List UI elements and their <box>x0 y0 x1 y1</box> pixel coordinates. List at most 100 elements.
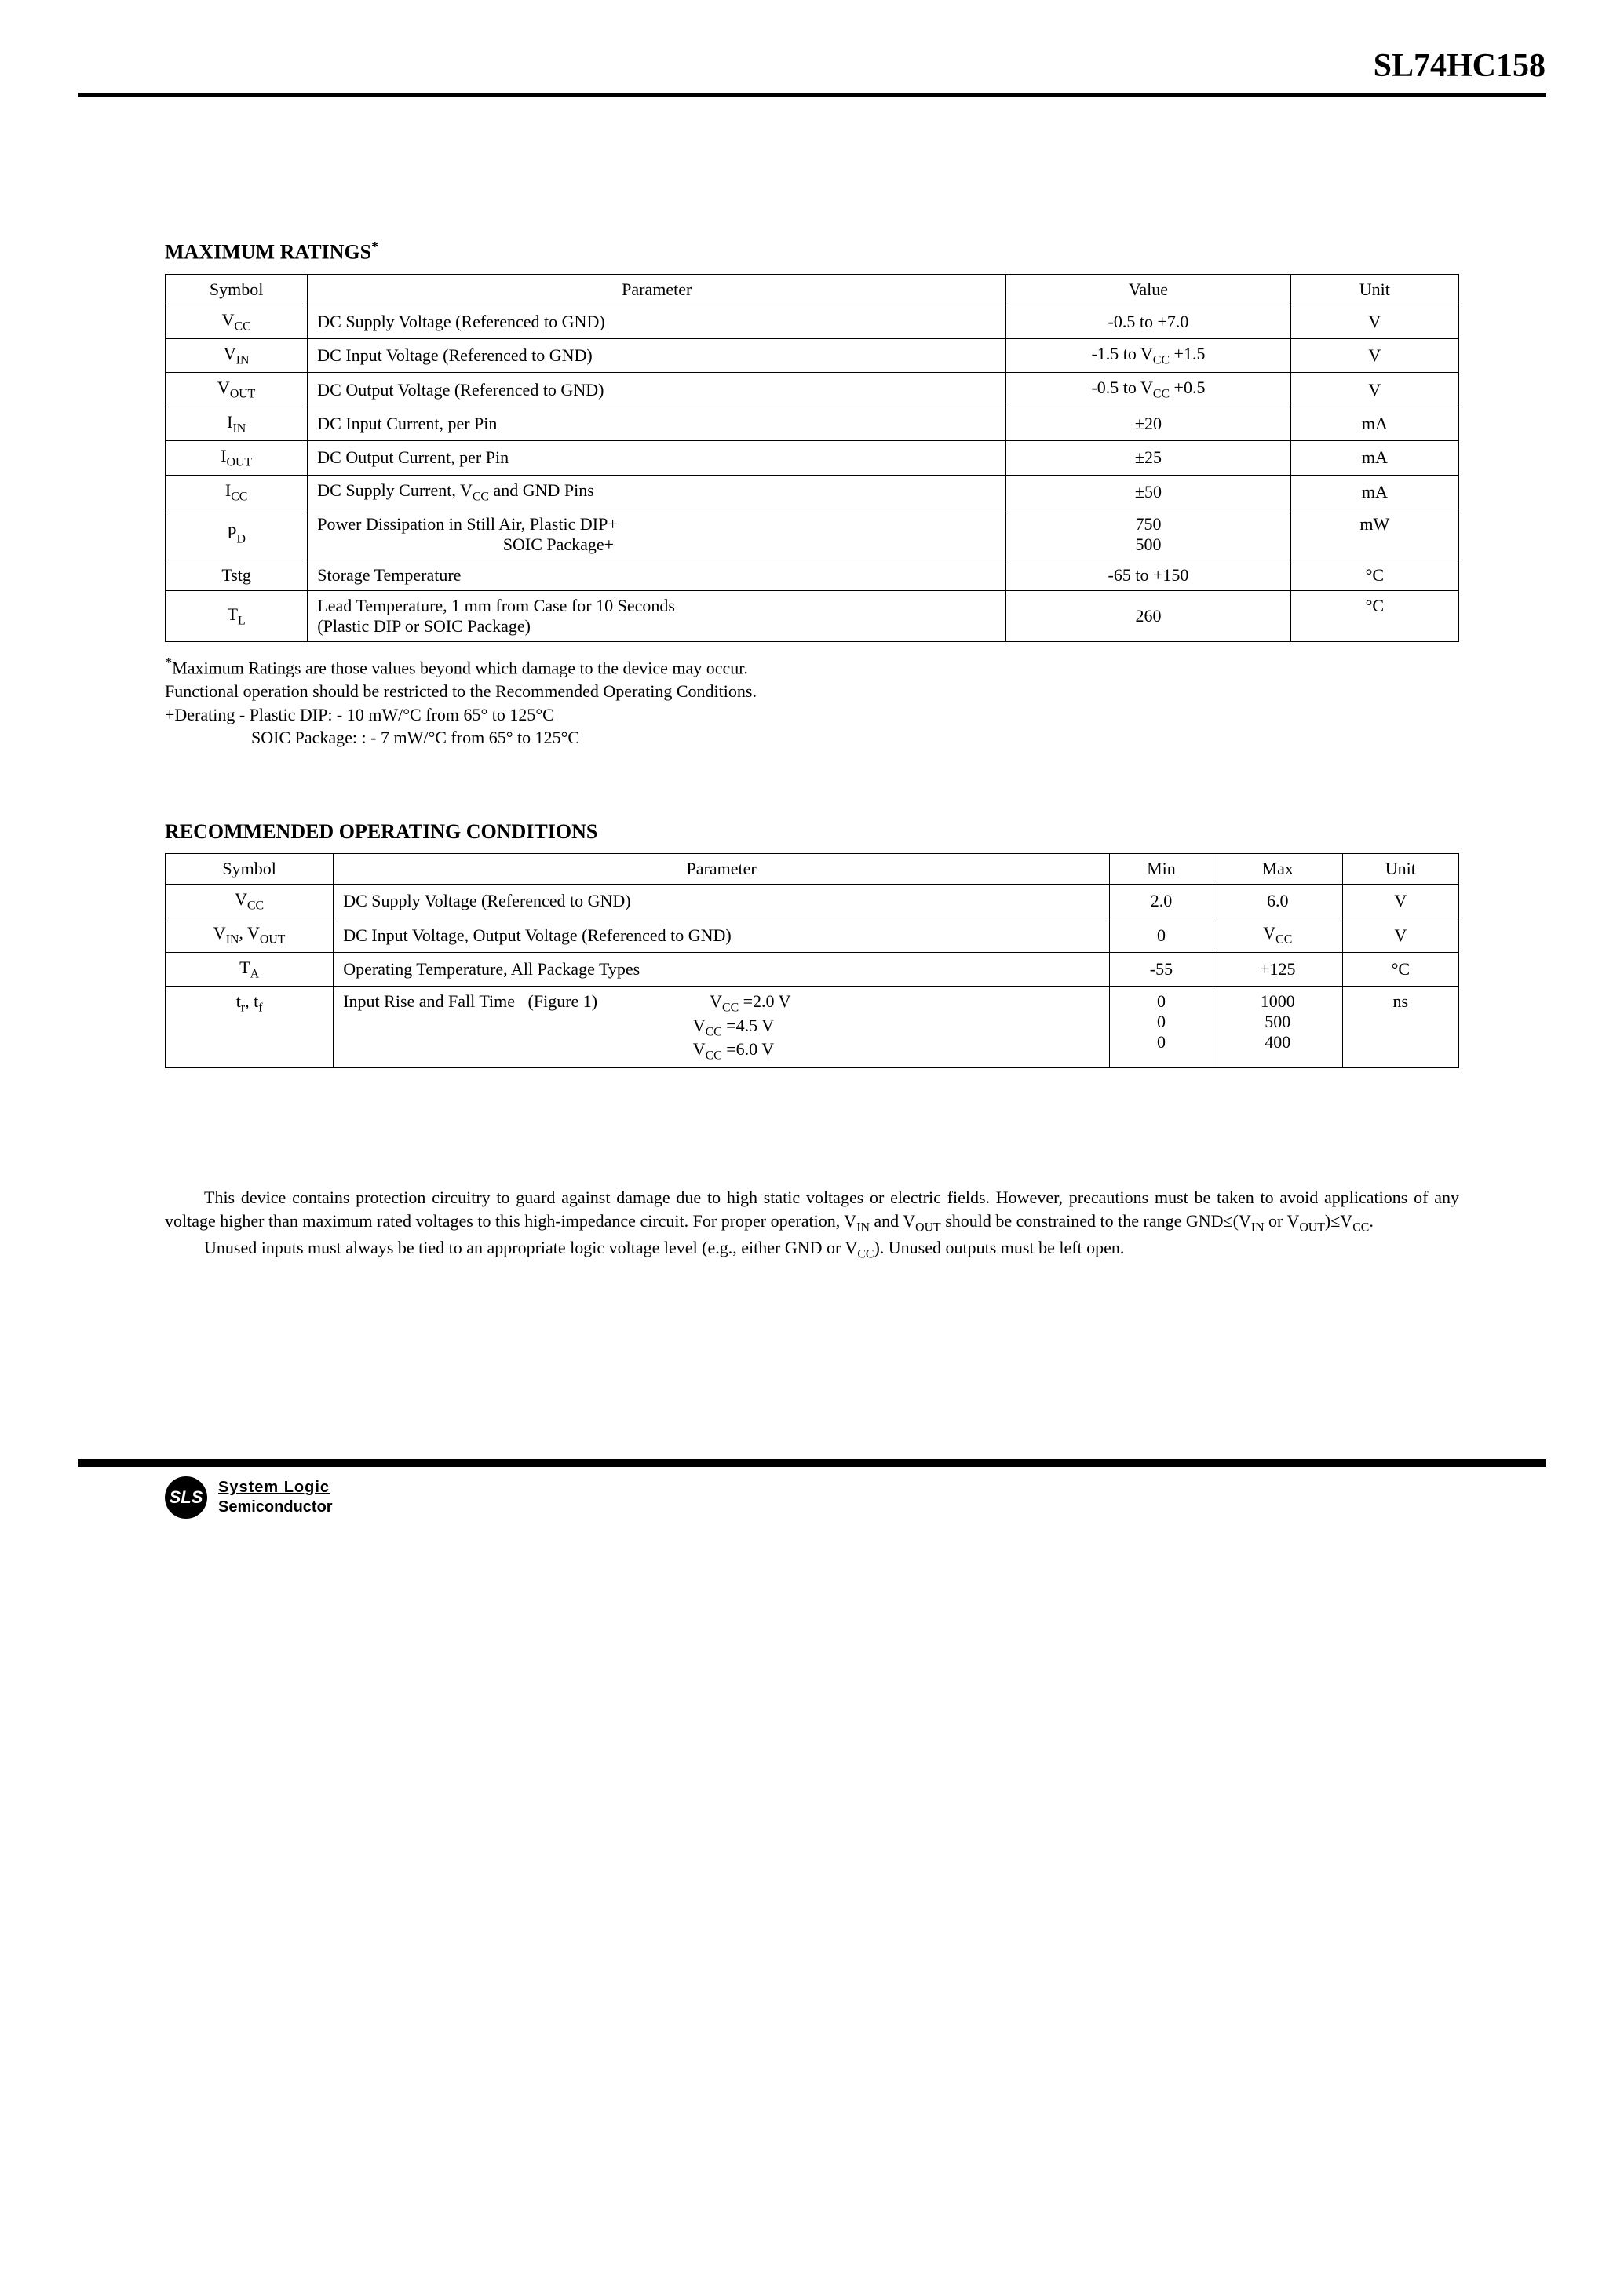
section1-title: MAXIMUM RATINGS* <box>165 239 1459 265</box>
col-symbol: Symbol <box>166 854 334 885</box>
footer-line1: System Logic <box>218 1478 333 1498</box>
table-row: VINDC Input Voltage (Referenced to GND)-… <box>166 339 1459 373</box>
section1-notes: *Maximum Ratings are those values beyond… <box>165 653 1459 750</box>
cell-unit: V <box>1290 373 1458 407</box>
col-unit: Unit <box>1342 854 1458 885</box>
col-parameter: Parameter <box>308 274 1006 305</box>
cell-unit: mA <box>1290 407 1458 440</box>
table-row: TLLead Temperature, 1 mm from Case for 1… <box>166 591 1459 642</box>
cell-unit: mW <box>1290 509 1458 560</box>
cell-symbol: VIN <box>166 339 308 373</box>
cell-max: 6.0 <box>1213 885 1342 918</box>
cell-min: 2.0 <box>1110 885 1213 918</box>
part-number: SL74HC158 <box>1374 48 1546 84</box>
footer-rule <box>78 1459 1546 1467</box>
cell-unit: °C <box>1290 591 1458 642</box>
cell-parameter: DC Input Voltage (Referenced to GND) <box>308 339 1006 373</box>
cell-value: 750500 <box>1006 509 1291 560</box>
col-unit: Unit <box>1290 274 1458 305</box>
note-line: SOIC Package: : - 7 mW/°C from 65° to 12… <box>165 726 1459 750</box>
cell-unit: mA <box>1290 475 1458 509</box>
cell-max: VCC <box>1213 918 1342 952</box>
cell-min: 0 <box>1110 918 1213 952</box>
sls-logo-badge: SLS <box>165 1476 207 1519</box>
table-row: VCCDC Supply Voltage (Referenced to GND)… <box>166 305 1459 338</box>
cell-value: ±25 <box>1006 441 1291 475</box>
cell-unit: V <box>1290 339 1458 373</box>
body-paragraph: Unused inputs must always be tied to an … <box>165 1236 1459 1263</box>
cell-parameter: DC Supply Voltage (Referenced to GND) <box>334 885 1110 918</box>
cell-unit: °C <box>1342 952 1458 986</box>
cell-parameter: Lead Temperature, 1 mm from Case for 10 … <box>308 591 1006 642</box>
cell-value: -0.5 to +7.0 <box>1006 305 1291 338</box>
cell-parameter: DC Output Voltage (Referenced to GND) <box>308 373 1006 407</box>
col-symbol: Symbol <box>166 274 308 305</box>
cell-parameter: DC Supply Current, VCC and GND Pins <box>308 475 1006 509</box>
operating-conditions-table: Symbol Parameter Min Max Unit VCCDC Supp… <box>165 853 1459 1068</box>
cell-parameter: Storage Temperature <box>308 560 1006 591</box>
cell-unit: V <box>1342 918 1458 952</box>
cell-unit: °C <box>1290 560 1458 591</box>
cell-parameter: DC Supply Voltage (Referenced to GND) <box>308 305 1006 338</box>
table-row: TstgStorage Temperature-65 to +150°C <box>166 560 1459 591</box>
cell-min: 000 <box>1110 987 1213 1068</box>
cell-parameter: Input Rise and Fall Time (Figure 1) VCC … <box>334 987 1110 1068</box>
table-row: TAOperating Temperature, All Package Typ… <box>166 952 1459 986</box>
cell-symbol: ICC <box>166 475 308 509</box>
table-header-row: Symbol Parameter Min Max Unit <box>166 854 1459 885</box>
cell-symbol: tr, tf <box>166 987 334 1068</box>
cell-symbol: IIN <box>166 407 308 440</box>
col-value: Value <box>1006 274 1291 305</box>
col-min: Min <box>1110 854 1213 885</box>
cell-max: +125 <box>1213 952 1342 986</box>
body-text: This device contains protection circuitr… <box>165 1186 1459 1262</box>
document-content: MAXIMUM RATINGS* Symbol Parameter Value … <box>78 239 1546 1263</box>
table-row: PDPower Dissipation in Still Air, Plasti… <box>166 509 1459 560</box>
maximum-ratings-table: Symbol Parameter Value Unit VCCDC Supply… <box>165 274 1459 642</box>
cell-unit: V <box>1342 885 1458 918</box>
table-row: VIN, VOUTDC Input Voltage, Output Voltag… <box>166 918 1459 952</box>
cell-parameter: DC Input Voltage, Output Voltage (Refere… <box>334 918 1110 952</box>
cell-value: -0.5 to VCC +0.5 <box>1006 373 1291 407</box>
cell-symbol: Tstg <box>166 560 308 591</box>
table-header-row: Symbol Parameter Value Unit <box>166 274 1459 305</box>
table-row: IINDC Input Current, per Pin±20mA <box>166 407 1459 440</box>
footer-line2: Semiconductor <box>218 1498 333 1517</box>
cell-unit: ns <box>1342 987 1458 1068</box>
cell-symbol: VCC <box>166 305 308 338</box>
note-line: +Derating - Plastic DIP: - 10 mW/°C from… <box>165 703 1459 727</box>
cell-value: ±20 <box>1006 407 1291 440</box>
cell-parameter: DC Input Current, per Pin <box>308 407 1006 440</box>
cell-value: ±50 <box>1006 475 1291 509</box>
cell-symbol: VOUT <box>166 373 308 407</box>
cell-symbol: IOUT <box>166 441 308 475</box>
table-row: IOUTDC Output Current, per Pin±25mA <box>166 441 1459 475</box>
cell-symbol: TA <box>166 952 334 986</box>
cell-symbol: VIN, VOUT <box>166 918 334 952</box>
section2-title: RECOMMENDED OPERATING CONDITIONS <box>165 820 1459 844</box>
footer-text: System Logic Semiconductor <box>218 1478 333 1517</box>
table-row: tr, tfInput Rise and Fall Time (Figure 1… <box>166 987 1459 1068</box>
cell-symbol: TL <box>166 591 308 642</box>
cell-parameter: DC Output Current, per Pin <box>308 441 1006 475</box>
body-paragraph: This device contains protection circuitr… <box>165 1186 1459 1235</box>
section1-title-text: MAXIMUM RATINGS <box>165 241 371 264</box>
header-rule <box>78 93 1546 97</box>
cell-min: -55 <box>1110 952 1213 986</box>
cell-unit: mA <box>1290 441 1458 475</box>
note-line: *Maximum Ratings are those values beyond… <box>165 653 1459 680</box>
cell-parameter: Power Dissipation in Still Air, Plastic … <box>308 509 1006 560</box>
cell-value: 260 <box>1006 591 1291 642</box>
cell-symbol: VCC <box>166 885 334 918</box>
document-footer: SLS System Logic Semiconductor <box>78 1476 1546 1519</box>
section1-title-super: * <box>371 239 378 254</box>
cell-symbol: PD <box>166 509 308 560</box>
cell-value: -1.5 to VCC +1.5 <box>1006 339 1291 373</box>
cell-max: 1000500400 <box>1213 987 1342 1068</box>
col-max: Max <box>1213 854 1342 885</box>
cell-value: -65 to +150 <box>1006 560 1291 591</box>
document-header: SL74HC158 <box>78 47 1546 85</box>
cell-parameter: Operating Temperature, All Package Types <box>334 952 1110 986</box>
table-row: VOUTDC Output Voltage (Referenced to GND… <box>166 373 1459 407</box>
table-row: VCCDC Supply Voltage (Referenced to GND)… <box>166 885 1459 918</box>
